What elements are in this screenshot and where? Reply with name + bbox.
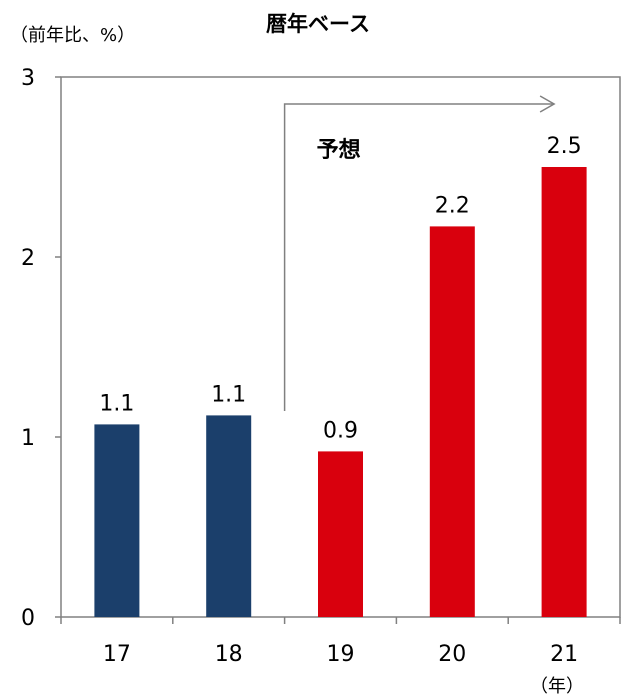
- x-tick-label-20: 20: [438, 642, 466, 667]
- y-axis-unit-label: （前年比、%）: [10, 25, 135, 46]
- x-tick-label-21: 21: [550, 642, 578, 667]
- data-label-19: 0.9: [323, 418, 358, 443]
- x-tick-label-19: 19: [327, 642, 355, 667]
- y-tick-label: 0: [21, 606, 35, 631]
- y-tick-label: 2: [21, 246, 35, 271]
- bar-18: [206, 415, 252, 617]
- forecast-bracket-line: [283, 103, 555, 411]
- y-tick-label: 3: [21, 66, 35, 91]
- chart-title: 暦年ベース: [266, 12, 370, 36]
- y-tick-label: 1: [21, 426, 35, 451]
- data-label-18: 1.1: [211, 382, 246, 407]
- bar-19: [318, 451, 363, 617]
- data-label-17: 1.1: [99, 391, 134, 416]
- bar-20: [429, 226, 475, 617]
- forecast-label: 予想: [317, 138, 361, 163]
- x-tick-label-18: 18: [215, 642, 243, 667]
- x-tick-label-17: 17: [103, 642, 131, 667]
- forecast-arrow-head-icon: [539, 95, 556, 113]
- data-label-21: 2.5: [547, 134, 582, 159]
- data-label-20: 2.2: [435, 193, 470, 218]
- bar-17: [94, 424, 140, 617]
- plot-area: 0 1 2 3 1.1 17 1.1 18 0.9 19 2.2 20 2.5 21 予想: [21, 66, 621, 667]
- bar-21: [541, 167, 587, 617]
- x-axis-unit-label: （年）: [530, 676, 584, 697]
